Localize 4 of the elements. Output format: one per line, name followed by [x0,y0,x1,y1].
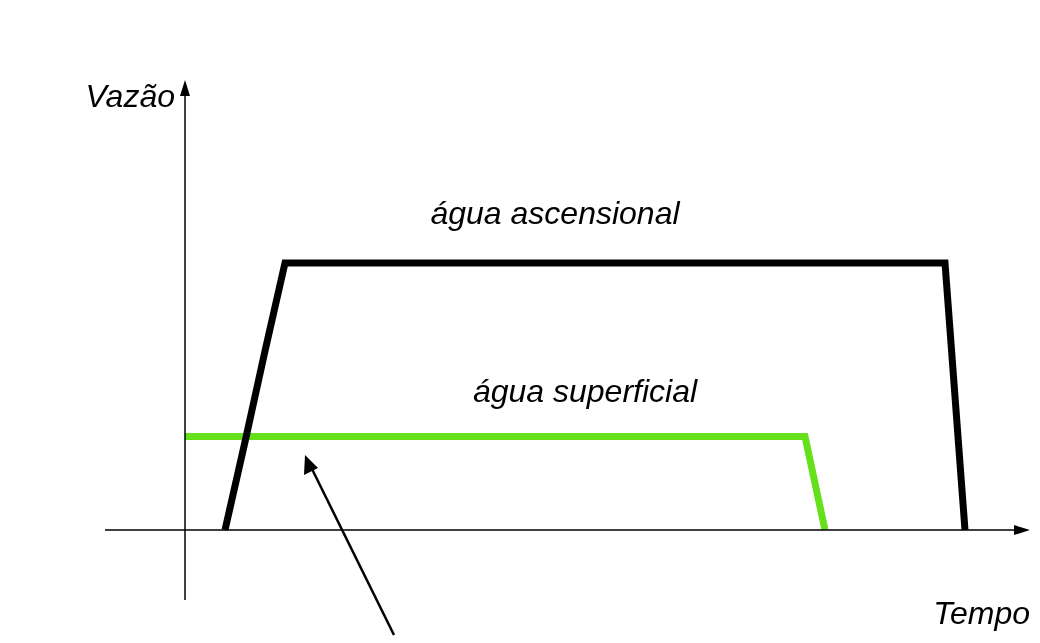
series-label: água superficial [472,373,698,410]
y-axis-title: Vazão [85,77,175,114]
x-axis-title: Tempo [933,594,1030,631]
series-label: água ascensional [430,194,681,231]
